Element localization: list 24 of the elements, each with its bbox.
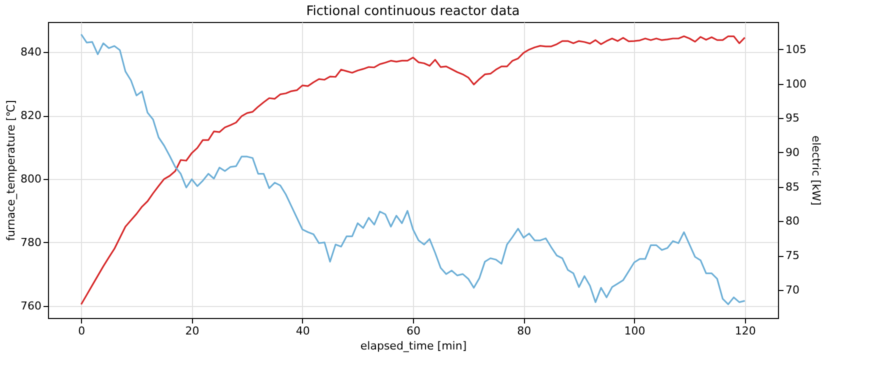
y2-tick-label: 105 xyxy=(786,42,806,56)
y-tick-label: 760 xyxy=(20,299,42,312)
x-axis-title: elapsed_time [min] xyxy=(360,340,467,352)
y-axis-title: furnace_temperature [℃] xyxy=(4,100,18,241)
y2-tick-label: 95 xyxy=(786,112,800,125)
x-tick-label: 0 xyxy=(78,324,86,338)
x-tick-label: 40 xyxy=(296,324,310,338)
y2-tick-label: 80 xyxy=(786,214,800,228)
chart-title: Fictional continuous reactor data xyxy=(306,4,520,19)
y2-axis-title: electric [kW] xyxy=(809,136,822,206)
y2-tick-label: 100 xyxy=(786,77,806,90)
x-tick-label: 120 xyxy=(734,324,756,338)
x-tick-label: 80 xyxy=(517,324,532,338)
y-tick-label: 840 xyxy=(20,46,42,59)
x-tick-label: 60 xyxy=(406,324,420,338)
y-tick-label: 780 xyxy=(20,236,42,249)
y2-tick-label: 75 xyxy=(786,249,800,262)
y-tick-label: 820 xyxy=(20,109,42,122)
y2-tick-label: 85 xyxy=(786,180,800,194)
y-tick-label: 800 xyxy=(20,172,42,186)
x-tick-label: 20 xyxy=(185,324,200,338)
y2-tick-label: 70 xyxy=(786,283,800,296)
x-tick-label: 100 xyxy=(624,324,646,338)
y2-tick-label: 90 xyxy=(786,146,800,159)
